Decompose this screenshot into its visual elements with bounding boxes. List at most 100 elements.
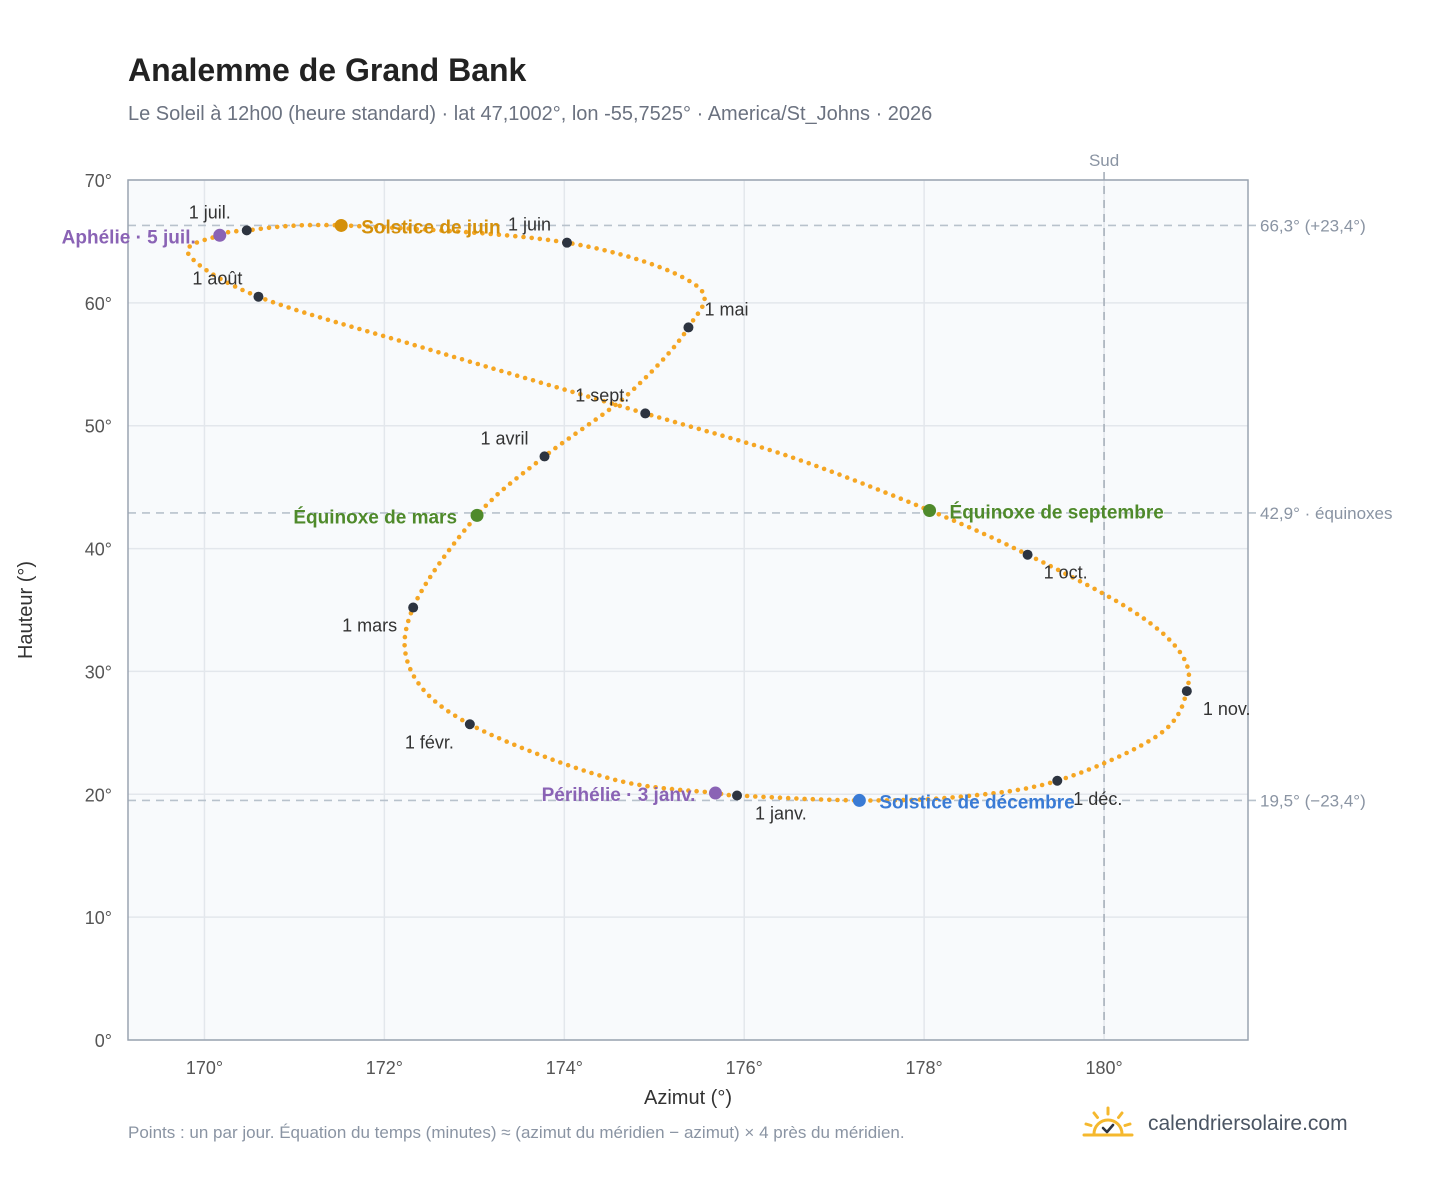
daily-point bbox=[989, 535, 994, 540]
daily-point bbox=[372, 331, 378, 336]
daily-point bbox=[402, 643, 407, 648]
daily-point bbox=[274, 224, 280, 230]
daily-point bbox=[562, 387, 567, 392]
daily-point bbox=[656, 415, 662, 420]
brand[interactable]: calendriersolaire.com bbox=[1082, 1104, 1348, 1144]
daily-point bbox=[483, 364, 489, 369]
daily-point bbox=[1047, 780, 1053, 786]
daily-point bbox=[653, 785, 658, 790]
daily-point bbox=[775, 450, 780, 455]
daily-point bbox=[1031, 784, 1037, 790]
daily-point bbox=[676, 338, 682, 344]
daily-point bbox=[463, 229, 469, 235]
y-tick-label: 40° bbox=[85, 540, 112, 560]
daily-point bbox=[585, 394, 591, 399]
daily-point bbox=[783, 452, 788, 458]
chart-subtitle: Le Soleil à 12h00 (heure standard) · lat… bbox=[128, 103, 933, 125]
reference-line-label: 42,9° · équinoxes bbox=[1260, 504, 1393, 523]
daily-point bbox=[909, 797, 914, 803]
daily-point bbox=[412, 342, 418, 348]
month-point bbox=[683, 322, 694, 333]
event-label: Solstice de décembre bbox=[879, 792, 1074, 813]
event-label: Équinoxe de mars bbox=[293, 506, 457, 528]
daily-point bbox=[769, 795, 775, 800]
month-point bbox=[562, 237, 573, 248]
daily-point bbox=[612, 777, 618, 783]
daily-point bbox=[357, 223, 362, 229]
daily-sun-positions bbox=[186, 222, 1192, 803]
daily-point bbox=[421, 687, 426, 693]
daily-point bbox=[613, 402, 618, 408]
y-tick-label: 70° bbox=[85, 171, 112, 191]
daily-point bbox=[981, 531, 987, 537]
event-point bbox=[213, 228, 227, 242]
daily-point bbox=[744, 793, 750, 799]
plot-frame bbox=[127, 179, 1249, 1041]
daily-point bbox=[507, 481, 513, 486]
daily-point bbox=[441, 554, 447, 559]
daily-point bbox=[565, 762, 571, 768]
daily-point bbox=[672, 419, 678, 425]
daily-point bbox=[843, 797, 848, 803]
daily-point bbox=[432, 699, 438, 704]
footnote: Points : un par jour. Équation du temps … bbox=[128, 1123, 905, 1142]
daily-point bbox=[266, 225, 272, 231]
daily-point bbox=[620, 779, 626, 785]
daily-point bbox=[996, 538, 1002, 544]
daily-point bbox=[999, 790, 1004, 795]
daily-point bbox=[426, 693, 432, 699]
event-label: Solstice de juin bbox=[361, 217, 500, 238]
month-point bbox=[408, 602, 419, 613]
daily-point bbox=[428, 347, 433, 353]
daily-point bbox=[573, 431, 578, 437]
daily-point bbox=[522, 375, 528, 381]
daily-point bbox=[373, 224, 379, 230]
daily-point bbox=[307, 222, 313, 228]
daily-point bbox=[1106, 594, 1112, 600]
daily-point bbox=[618, 252, 623, 257]
event-point bbox=[923, 503, 937, 517]
daily-point bbox=[802, 796, 807, 802]
daily-point bbox=[357, 326, 362, 332]
daily-point bbox=[1092, 586, 1097, 592]
daily-point bbox=[451, 541, 457, 546]
daily-point bbox=[761, 794, 766, 800]
daily-point bbox=[958, 794, 964, 799]
month-label: 1 juin bbox=[508, 215, 551, 235]
daily-point bbox=[455, 229, 461, 234]
daily-point bbox=[619, 397, 625, 403]
daily-point bbox=[875, 487, 881, 492]
daily-point bbox=[827, 797, 832, 803]
daily-point bbox=[917, 797, 923, 802]
daily-point bbox=[661, 786, 667, 791]
daily-point bbox=[1124, 750, 1129, 756]
daily-point bbox=[672, 271, 678, 276]
month-point bbox=[464, 719, 475, 730]
daily-point bbox=[983, 791, 988, 797]
daily-point bbox=[1109, 757, 1114, 763]
daily-point bbox=[240, 287, 245, 293]
daily-point bbox=[589, 770, 594, 776]
month-label: 1 oct. bbox=[1044, 563, 1088, 583]
daily-point bbox=[483, 503, 489, 509]
daily-point bbox=[951, 518, 957, 523]
daily-point bbox=[806, 460, 811, 466]
daily-point bbox=[966, 525, 972, 530]
daily-point bbox=[933, 796, 939, 801]
daily-point bbox=[504, 233, 510, 238]
daily-point bbox=[396, 338, 402, 343]
month-point bbox=[1052, 775, 1063, 786]
daily-point bbox=[381, 225, 387, 230]
daily-point bbox=[726, 792, 732, 798]
daily-point bbox=[1079, 770, 1084, 775]
daily-point bbox=[814, 463, 819, 469]
daily-point bbox=[451, 354, 457, 360]
daily-point bbox=[460, 717, 465, 723]
daily-point bbox=[404, 340, 410, 346]
y-tick-label: 20° bbox=[85, 785, 112, 805]
daily-point bbox=[481, 729, 487, 734]
daily-point bbox=[790, 455, 796, 461]
daily-point bbox=[1019, 549, 1024, 554]
daily-point bbox=[452, 713, 458, 719]
